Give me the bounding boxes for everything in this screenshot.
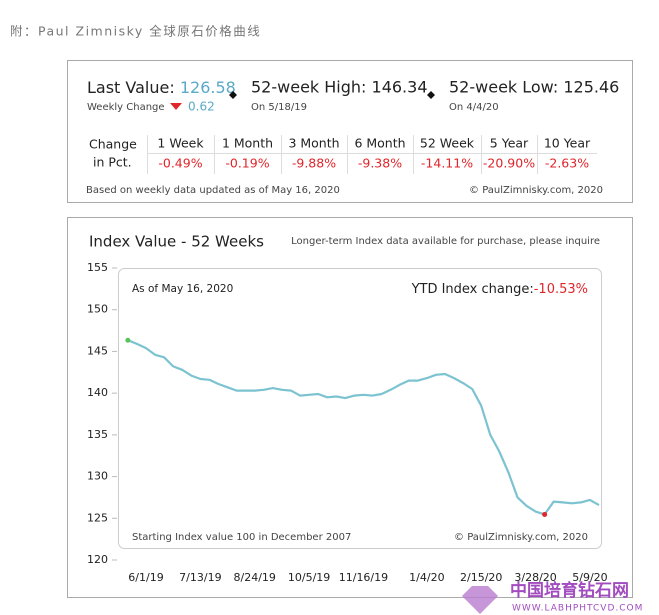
row-label: Change bbox=[89, 137, 137, 152]
change-value: -14.11% bbox=[421, 156, 473, 171]
y-tick-label: 145 bbox=[87, 344, 108, 357]
note: Starting Index value 100 in December 200… bbox=[132, 532, 351, 543]
change-value: -0.19% bbox=[225, 156, 269, 171]
y-tick-label: 120 bbox=[87, 553, 108, 566]
x-tick-label: 7/13/19 bbox=[179, 571, 221, 584]
ytd: YTD Index change:-10.53% bbox=[411, 282, 588, 297]
weekly-change-label: Weekly Change bbox=[87, 102, 165, 113]
bullet bbox=[427, 91, 435, 99]
column-header: 1 Month bbox=[222, 136, 273, 151]
high-point bbox=[125, 337, 131, 343]
y-tick-label: 140 bbox=[87, 386, 108, 399]
summary-panel bbox=[67, 60, 633, 203]
x-tick-label: 5/9/20 bbox=[572, 571, 607, 584]
y-tick-label: 125 bbox=[87, 511, 108, 524]
credit: © PaulZimnisky.com, 2020 bbox=[469, 185, 603, 196]
x-tick-label: 8/24/19 bbox=[234, 571, 276, 584]
low-point bbox=[542, 511, 548, 517]
low-date: On 4/4/20 bbox=[449, 102, 499, 113]
ytd-label: YTD Index change: bbox=[411, 282, 534, 297]
high-date: On 5/18/19 bbox=[251, 102, 307, 113]
column-header: 5 Year bbox=[490, 136, 529, 151]
change-table: 1 Week -0.49% 1 Month -0.19% 3 Month -9.88% 6 … bbox=[147, 135, 597, 174]
low: 52-week Low: 125.46 bbox=[449, 78, 619, 97]
x-tick-label: 2/15/20 bbox=[460, 571, 502, 584]
column-header: 52 Week bbox=[420, 136, 475, 151]
change-value: -20.90% bbox=[483, 156, 535, 171]
value: 126.58 bbox=[180, 78, 236, 97]
change-value: -2.63% bbox=[545, 156, 589, 171]
y-tick-label: 155 bbox=[87, 261, 108, 274]
x-tick-label: 1/4/20 bbox=[409, 571, 444, 584]
x-tick-label: 11/16/19 bbox=[339, 571, 388, 584]
last-value: Last Value: 126.58 bbox=[87, 78, 236, 97]
plot-area bbox=[118, 268, 602, 549]
as-of: As of May 16, 2020 bbox=[132, 283, 233, 295]
high: 52-week High: 146.34 bbox=[251, 78, 428, 97]
row-label: in Pct. bbox=[93, 155, 132, 170]
change-value: -0.49% bbox=[158, 156, 202, 171]
caption: 附：Paul Zimnisky 全球原石价格曲线 bbox=[10, 24, 261, 39]
plot: 120 125 130 135 140 145 150 155 6/1/19 7/13/19 8/2… bbox=[87, 261, 608, 584]
y-tick-label: 135 bbox=[87, 428, 108, 441]
x-tick-label: 6/1/19 bbox=[128, 571, 163, 584]
label: Last Value: bbox=[87, 78, 175, 97]
footnote: Based on weekly data updated as of May 1… bbox=[86, 185, 340, 196]
series-line bbox=[127, 339, 600, 516]
y-tick-label: 150 bbox=[87, 303, 108, 316]
column-header: 6 Month bbox=[354, 136, 405, 151]
watermark-name: 中国培育钻石网 bbox=[510, 580, 629, 601]
weekly-change: 0.62 bbox=[188, 100, 215, 114]
bullet bbox=[229, 91, 237, 99]
chart-credit: © PaulZimnisky.com, 2020 bbox=[454, 532, 588, 543]
change-value: -9.38% bbox=[358, 156, 402, 171]
column-header: 10 Year bbox=[544, 136, 591, 151]
ytd-value: -10.53% bbox=[534, 282, 588, 297]
y-tick-label: 130 bbox=[87, 470, 108, 483]
change-value: -9.88% bbox=[292, 156, 336, 171]
watermark-url: WWW.LABHPHTCVD.COM bbox=[512, 604, 643, 614]
column-header: 1 Week bbox=[157, 136, 204, 151]
column-header: 3 Month bbox=[288, 136, 339, 151]
x-tick-label: 10/5/19 bbox=[288, 571, 330, 584]
x-tick-label: 3/28/20 bbox=[514, 571, 556, 584]
chart-title: Index Value - 52 Weeks bbox=[89, 233, 264, 251]
down-arrow bbox=[170, 103, 182, 110]
chart-subtitle: Longer-term Index data available for pur… bbox=[291, 236, 600, 247]
logo bbox=[462, 586, 498, 614]
